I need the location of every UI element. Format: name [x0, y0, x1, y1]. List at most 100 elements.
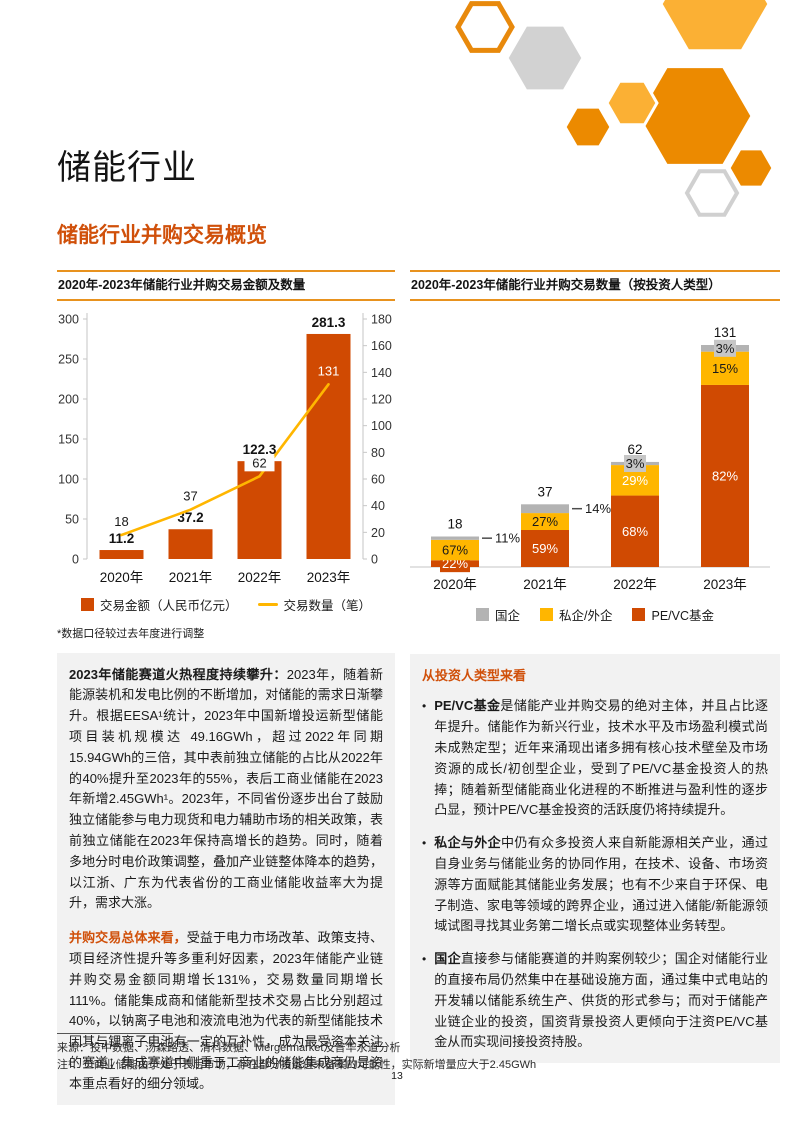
- segment-label: 3%: [626, 456, 645, 471]
- total-label: 18: [447, 516, 462, 531]
- amount-bar-label: 37.2: [177, 510, 203, 525]
- legend-item: PE/VC基金: [632, 605, 714, 624]
- footer: 来源：投中数据、汤森路透、清科数据、Mergermarket及普华永道分析 注¹…: [57, 1033, 767, 1074]
- bullet-text: 私企与外企中仍有众多投资人来自新能源相关产业，通过自身业务与储能业务的协同作用，…: [434, 833, 768, 937]
- paragraph-text: 2023年，随着新能源装机和发电比例的不断增加，对储能的需求日渐攀升。根据EES…: [69, 666, 384, 911]
- box-heading: 从投资人类型来看: [422, 667, 527, 683]
- count-line-label: 131: [318, 363, 340, 378]
- x-axis-label: 2021年: [523, 577, 567, 592]
- count-line-label: 18: [114, 514, 128, 529]
- amount-bar-label: 122.3: [243, 442, 277, 457]
- bar-segment: [521, 512, 569, 530]
- segment-callout-label: 14%: [585, 501, 611, 516]
- segment-label: 3%: [716, 340, 735, 355]
- y-axis-tick-right: 160: [371, 339, 392, 353]
- legend-label: 交易数量（笔）: [283, 598, 372, 613]
- investor-type-chart: 22%67%11%182020年59%27%14%372021年68%29%3%…: [410, 325, 770, 592]
- y-axis-tick-right: 180: [371, 312, 392, 326]
- legend-square-swatch-icon: [540, 607, 553, 621]
- stacked-bar: 59% 27% 14% 37: [521, 484, 611, 567]
- count-line-label: 37: [183, 488, 197, 503]
- total-label: 62: [627, 442, 642, 457]
- bullet-text: 国企直接参与储能赛道的并购案例较少；国企对储能行业的直接布局仍然集中在基础设施方…: [434, 949, 768, 1053]
- hexagon-outline-orange-icon: [455, 1, 515, 53]
- chart-title-amount: 2020年-2023年储能行业并购交易金额及数量: [57, 270, 395, 301]
- amount-bar: [99, 549, 144, 559]
- amount-bar-label: 11.2: [109, 531, 135, 546]
- bullet-icon: •: [422, 699, 427, 714]
- page-number: 13: [391, 1070, 403, 1082]
- count-line: [120, 382, 330, 536]
- y-axis-tick-left: 300: [58, 312, 79, 326]
- bar-segment: [521, 503, 569, 513]
- bar-segment: [431, 539, 479, 560]
- x-axis-label: 2020年: [433, 577, 477, 592]
- hexagon-amber-small-icon: [605, 79, 659, 127]
- segment-label: 67%: [442, 542, 468, 557]
- segment-label: 27%: [532, 514, 558, 529]
- bullet-item: • 私企与外企中仍有众多投资人来自新能源相关产业，通过自身业务与储能业务的协同作…: [422, 833, 768, 937]
- amount-count-chart: 0 50 100 150 200 250 300 0 20 40 60 80 100 120 140 160 1…: [58, 312, 392, 585]
- x-axis-label: 2022年: [238, 570, 282, 585]
- bar-segment: [701, 351, 749, 385]
- y-axis-tick-left: 250: [58, 352, 79, 366]
- chart-footnote: *数据口径较过去年度进行调整: [57, 627, 205, 640]
- segment-label: 29%: [622, 472, 648, 487]
- y-axis-tick-right: 60: [371, 472, 385, 486]
- y-axis-tick-right: 80: [371, 445, 385, 459]
- legend-label: 交易金额（人民币亿元）: [99, 598, 238, 613]
- hexagon-orange-large-icon: [636, 65, 754, 167]
- hexagon-orange-small-icon: [563, 105, 613, 149]
- hexagon-gray-icon: [505, 23, 585, 93]
- investor-type-chart-legend: 国企 私企/外企 PE/VC基金: [410, 605, 780, 624]
- bullet-text: PE/VC基金是储能产业并购交易的绝对主体，并且占比逐年提升。储能作为新兴行业，…: [434, 696, 768, 821]
- amount-bar: [306, 333, 351, 559]
- paragraph-lead: 并购交易总体来看，: [69, 930, 187, 946]
- hexagon-outline-gray-icon: [684, 169, 740, 217]
- stacked-bar: 22%67%11%18: [431, 516, 520, 572]
- legend-square-swatch-icon: [80, 597, 94, 611]
- x-axis-label: 2023年: [703, 577, 747, 592]
- y-axis-tick-right: 40: [371, 499, 385, 513]
- right-column: 2020年-2023年储能行业并购交易数量（按投资人类型） 22% 67% 11% 1…: [410, 270, 780, 1105]
- amount-bars: 11.2 37.2 122.3 281.3: [99, 315, 351, 559]
- y-axis-tick-left: 0: [72, 552, 79, 566]
- legend-item: 国企: [475, 605, 520, 624]
- chart-axes: 0 50 100 150 200 250 300 0 20 40 60 80 100 120 140 160 1…: [58, 312, 392, 566]
- bullet-lead: 国企: [434, 951, 461, 967]
- total-label: 37: [537, 484, 552, 499]
- source-line: 来源：投中数据、汤森路透、清科数据、Mergermarket及普华永道分析: [57, 1042, 401, 1054]
- paragraph: 并购交易总体来看，受益于电力市场改革、政策支持、项目经济性提升等多重利好因素，2…: [69, 928, 383, 1094]
- y-axis-tick-right: 20: [371, 525, 385, 539]
- x-axis-label: 2023年: [307, 570, 351, 585]
- segment-label: 59%: [532, 541, 558, 556]
- legend-square-swatch-icon: [632, 607, 646, 621]
- segment-label: 15%: [712, 360, 738, 375]
- amount-bar: [168, 528, 213, 559]
- chart-title-investor-type: 2020年-2023年储能行业并购交易数量（按投资人类型）: [410, 270, 780, 301]
- page-title: 储能行业: [57, 149, 197, 187]
- count-line-label: 62: [252, 455, 266, 470]
- legend-item: 交易金额（人民币亿元）: [80, 595, 238, 614]
- paragraph: 2023年储能赛道火热程度持续攀升：2023年，随着新能源装机和发电比例的不断增…: [69, 665, 383, 915]
- y-axis-tick-left: 100: [58, 472, 79, 486]
- bullet-body: 中仍有众多投资人来自新能源相关产业，通过自身业务与储能业务的协同作用，在技术、设…: [434, 835, 768, 934]
- footer-divider: [57, 1033, 173, 1034]
- y-axis-tick-left: 200: [58, 392, 79, 406]
- y-axis-tick-right: 120: [371, 392, 392, 406]
- y-axis-tick-left: 50: [65, 512, 79, 526]
- right-text-box: 从投资人类型来看 • PE/VC基金是储能产业并购交易的绝对主体，并且占比逐年提…: [410, 653, 780, 1064]
- legend-label: PE/VC基金: [651, 608, 714, 623]
- bar-segment: [521, 529, 569, 567]
- legend-line-swatch-icon: [257, 602, 278, 606]
- segment-label: 82%: [712, 468, 738, 483]
- y-axis-tick-left: 150: [58, 432, 79, 446]
- legend-item: 私企/外企: [540, 605, 612, 624]
- legend-item: 交易数量（笔）: [257, 595, 372, 614]
- bar-segment: [701, 384, 749, 567]
- segment-label: 68%: [622, 523, 648, 538]
- bullet-icon: •: [422, 952, 427, 967]
- segment-callout-label: 11%: [495, 530, 520, 545]
- footnote-line: 注¹：工商业储能由于处于表后市场，存在部分投运但未备案的可能性，实际新增量应大于…: [57, 1059, 537, 1072]
